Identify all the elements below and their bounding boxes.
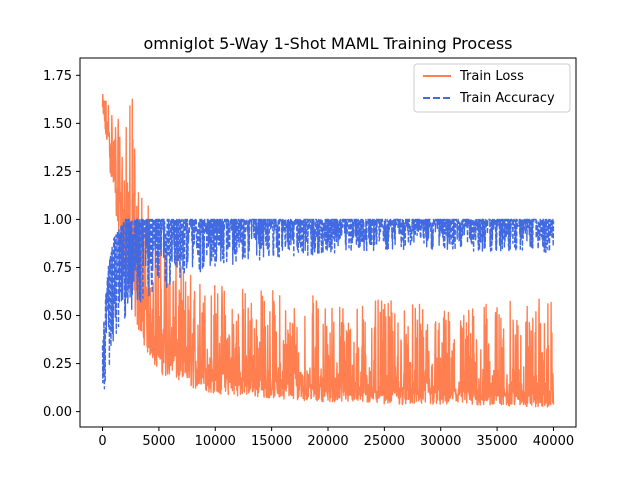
- series-train-loss: [101, 93, 555, 408]
- chart-title: omniglot 5-Way 1-Shot MAML Training Proc…: [143, 34, 512, 53]
- x-tick-label: 5000: [142, 434, 175, 449]
- y-tick-label: 0.00: [43, 405, 72, 420]
- legend-label-train-loss: Train Loss: [459, 69, 524, 84]
- x-tick-label: 25000: [364, 434, 405, 449]
- y-tick-label: 1.50: [43, 117, 72, 132]
- legend: Train Loss Train Accuracy: [413, 63, 571, 113]
- series-train-accuracy: [101, 218, 555, 390]
- legend-box: [413, 63, 571, 113]
- x-axis: 0 5000 10000 15000 20000 25000 30000 35000 40000: [98, 427, 574, 449]
- legend-label-train-accuracy: Train Accuracy: [459, 91, 555, 106]
- x-tick-label: 30000: [420, 434, 461, 449]
- y-tick-label: 0.75: [43, 261, 72, 276]
- y-tick-label: 1.00: [43, 213, 72, 228]
- x-tick-label: 20000: [307, 434, 348, 449]
- y-tick-label: 0.50: [43, 309, 72, 324]
- x-tick-label: 35000: [476, 434, 517, 449]
- plot-area: [101, 93, 555, 408]
- x-tick-label: 40000: [533, 434, 574, 449]
- y-axis: 0.00 0.25 0.50 0.75 1.00 1.25 1.50 1.75: [43, 69, 80, 420]
- y-tick-label: 1.25: [43, 165, 72, 180]
- y-tick-label: 0.25: [43, 357, 72, 372]
- y-tick-label: 1.75: [43, 69, 72, 84]
- x-tick-label: 15000: [251, 434, 292, 449]
- x-tick-label: 0: [98, 434, 106, 449]
- x-tick-label: 10000: [195, 434, 236, 449]
